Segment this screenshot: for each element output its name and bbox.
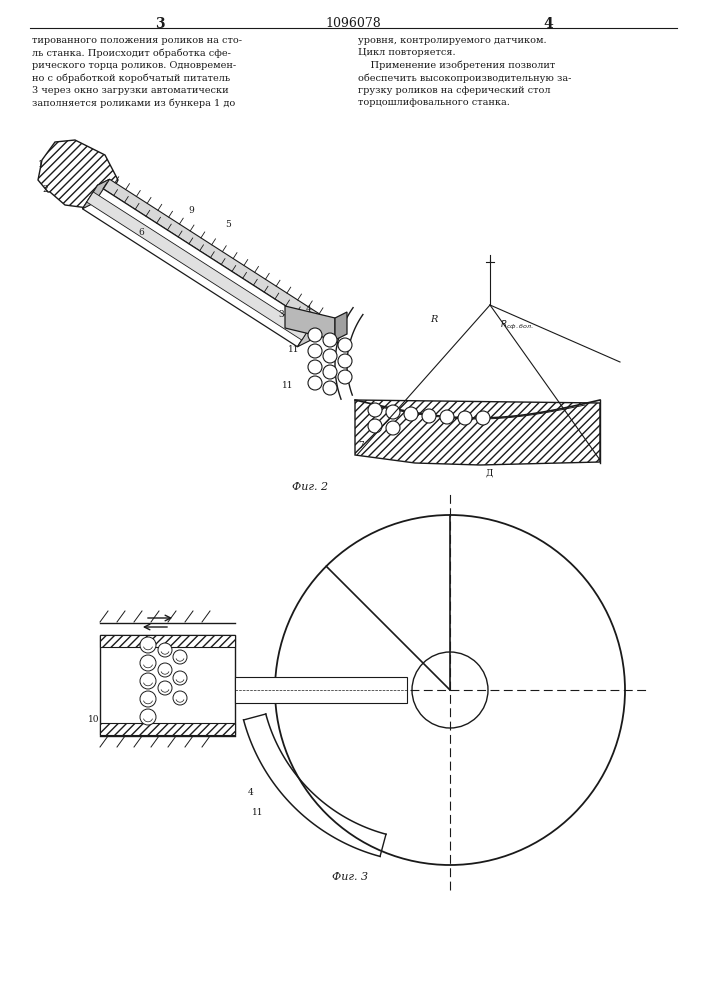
Text: 5: 5 [225,220,231,229]
Polygon shape [285,306,335,340]
Polygon shape [298,317,325,347]
Polygon shape [335,312,347,340]
Text: $R_{сф. бол.}$: $R_{сф. бол.}$ [500,319,534,332]
Polygon shape [83,179,110,209]
Circle shape [476,411,490,425]
Circle shape [140,637,156,653]
Text: 4: 4 [543,17,553,31]
Circle shape [158,663,172,677]
Text: 7: 7 [358,441,363,450]
Text: 3: 3 [278,310,284,319]
Bar [235,677,407,703]
Polygon shape [87,192,308,340]
Text: Фиг. 3: Фиг. 3 [332,872,368,882]
Text: 4: 4 [306,305,312,314]
Circle shape [412,652,488,728]
Circle shape [173,691,187,705]
Circle shape [338,370,352,384]
Circle shape [404,407,418,421]
Circle shape [338,354,352,368]
Text: 6: 6 [138,228,144,237]
Circle shape [386,405,400,419]
Bar [100,635,235,735]
Text: Фиг. 2: Фиг. 2 [292,482,328,492]
Circle shape [140,691,156,707]
Polygon shape [355,400,600,465]
Circle shape [308,344,322,358]
Circle shape [458,411,472,425]
Circle shape [173,671,187,685]
Text: 10: 10 [88,715,100,724]
Text: 1096078: 1096078 [326,17,381,30]
Circle shape [368,419,382,433]
Circle shape [386,421,400,435]
Bar [100,635,235,647]
Text: 4: 4 [248,788,254,797]
Circle shape [140,673,156,689]
Circle shape [158,643,172,657]
Polygon shape [83,185,312,347]
Polygon shape [38,140,118,208]
Text: 11: 11 [282,381,293,390]
Circle shape [158,681,172,695]
Circle shape [323,381,337,395]
Circle shape [368,403,382,417]
Bar [100,723,235,735]
Text: 11: 11 [288,345,300,354]
Circle shape [140,655,156,671]
Circle shape [308,376,322,390]
Text: 2: 2 [42,185,47,194]
Text: уровня, контролируемого датчиком.
Цикл повторяется.
    Применение изобретения п: уровня, контролируемого датчиком. Цикл п… [358,36,571,107]
Text: 11: 11 [252,808,264,817]
Circle shape [140,709,156,725]
Circle shape [323,333,337,347]
Circle shape [323,365,337,379]
Circle shape [173,650,187,664]
Circle shape [308,360,322,374]
Circle shape [338,338,352,352]
Circle shape [440,410,454,424]
Circle shape [323,349,337,363]
Text: 1: 1 [38,160,44,169]
Text: тированного положения роликов на сто-
ль станка. Происходит обработка сфе-
ричес: тированного положения роликов на сто- ль… [32,36,242,108]
Text: 9: 9 [188,206,194,215]
Circle shape [422,409,436,423]
Circle shape [275,515,625,865]
Text: R: R [430,315,438,324]
Polygon shape [98,179,325,323]
Text: Д: Д [485,469,492,478]
Circle shape [308,328,322,342]
Text: 3: 3 [156,17,165,31]
